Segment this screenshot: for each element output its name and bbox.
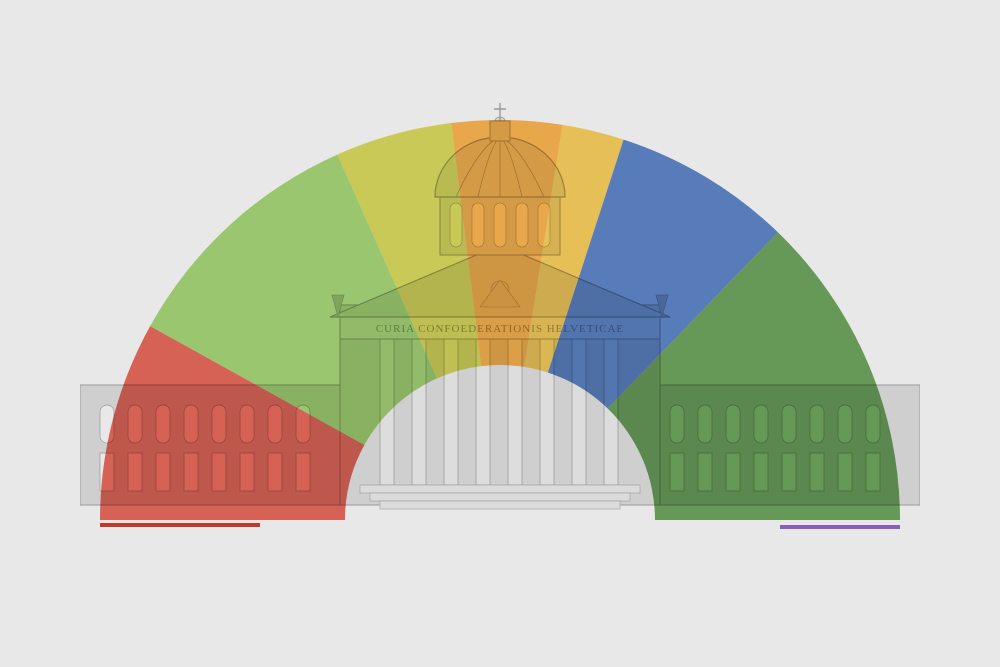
wing-window: [838, 405, 852, 443]
drum-window: [494, 203, 506, 247]
wing-window: [866, 405, 880, 443]
wing-window: [100, 405, 114, 443]
steps: [380, 501, 620, 509]
wing-window: [754, 453, 768, 491]
drum-window: [538, 203, 550, 247]
wing-window: [128, 453, 142, 491]
wing-window: [268, 405, 282, 443]
wing-window: [212, 405, 226, 443]
wing-window: [698, 453, 712, 491]
column: [412, 335, 426, 485]
building-illustration: CURIA CONFOEDERATIONIS HELVETICAE: [80, 85, 920, 515]
drum-window: [516, 203, 528, 247]
wing-window: [240, 453, 254, 491]
wing-window: [866, 453, 880, 491]
column: [540, 335, 554, 485]
column: [508, 335, 522, 485]
wing-window: [726, 405, 740, 443]
wing-window: [212, 453, 226, 491]
wing-window: [782, 405, 796, 443]
column: [572, 335, 586, 485]
column: [604, 335, 618, 485]
wing-window: [184, 405, 198, 443]
wing-window: [670, 405, 684, 443]
accent-red-strip: [100, 523, 260, 527]
wing-window: [128, 405, 142, 443]
column: [444, 335, 458, 485]
steps: [360, 485, 640, 493]
accent-purple-strip: [780, 525, 900, 529]
stage: CURIA CONFOEDERATIONIS HELVETICAE: [0, 0, 1000, 667]
wing-window: [698, 405, 712, 443]
inscription: CURIA CONFOEDERATIONIS HELVETICAE: [376, 323, 624, 335]
wing-window: [296, 405, 310, 443]
wing-window: [810, 453, 824, 491]
column: [476, 335, 490, 485]
wing-window: [296, 453, 310, 491]
wing-window: [156, 453, 170, 491]
wing-window: [782, 453, 796, 491]
steps: [370, 493, 630, 501]
wing-window: [838, 453, 852, 491]
drum-window: [450, 203, 462, 247]
wing-window: [184, 453, 198, 491]
wing-window: [156, 405, 170, 443]
wing-window: [670, 453, 684, 491]
lantern: [490, 121, 510, 141]
wing-window: [726, 453, 740, 491]
drum-window: [472, 203, 484, 247]
wing-window: [268, 453, 282, 491]
column: [380, 335, 394, 485]
wing-window: [810, 405, 824, 443]
wing-window: [100, 453, 114, 491]
wing-window: [240, 405, 254, 443]
wing-window: [754, 405, 768, 443]
